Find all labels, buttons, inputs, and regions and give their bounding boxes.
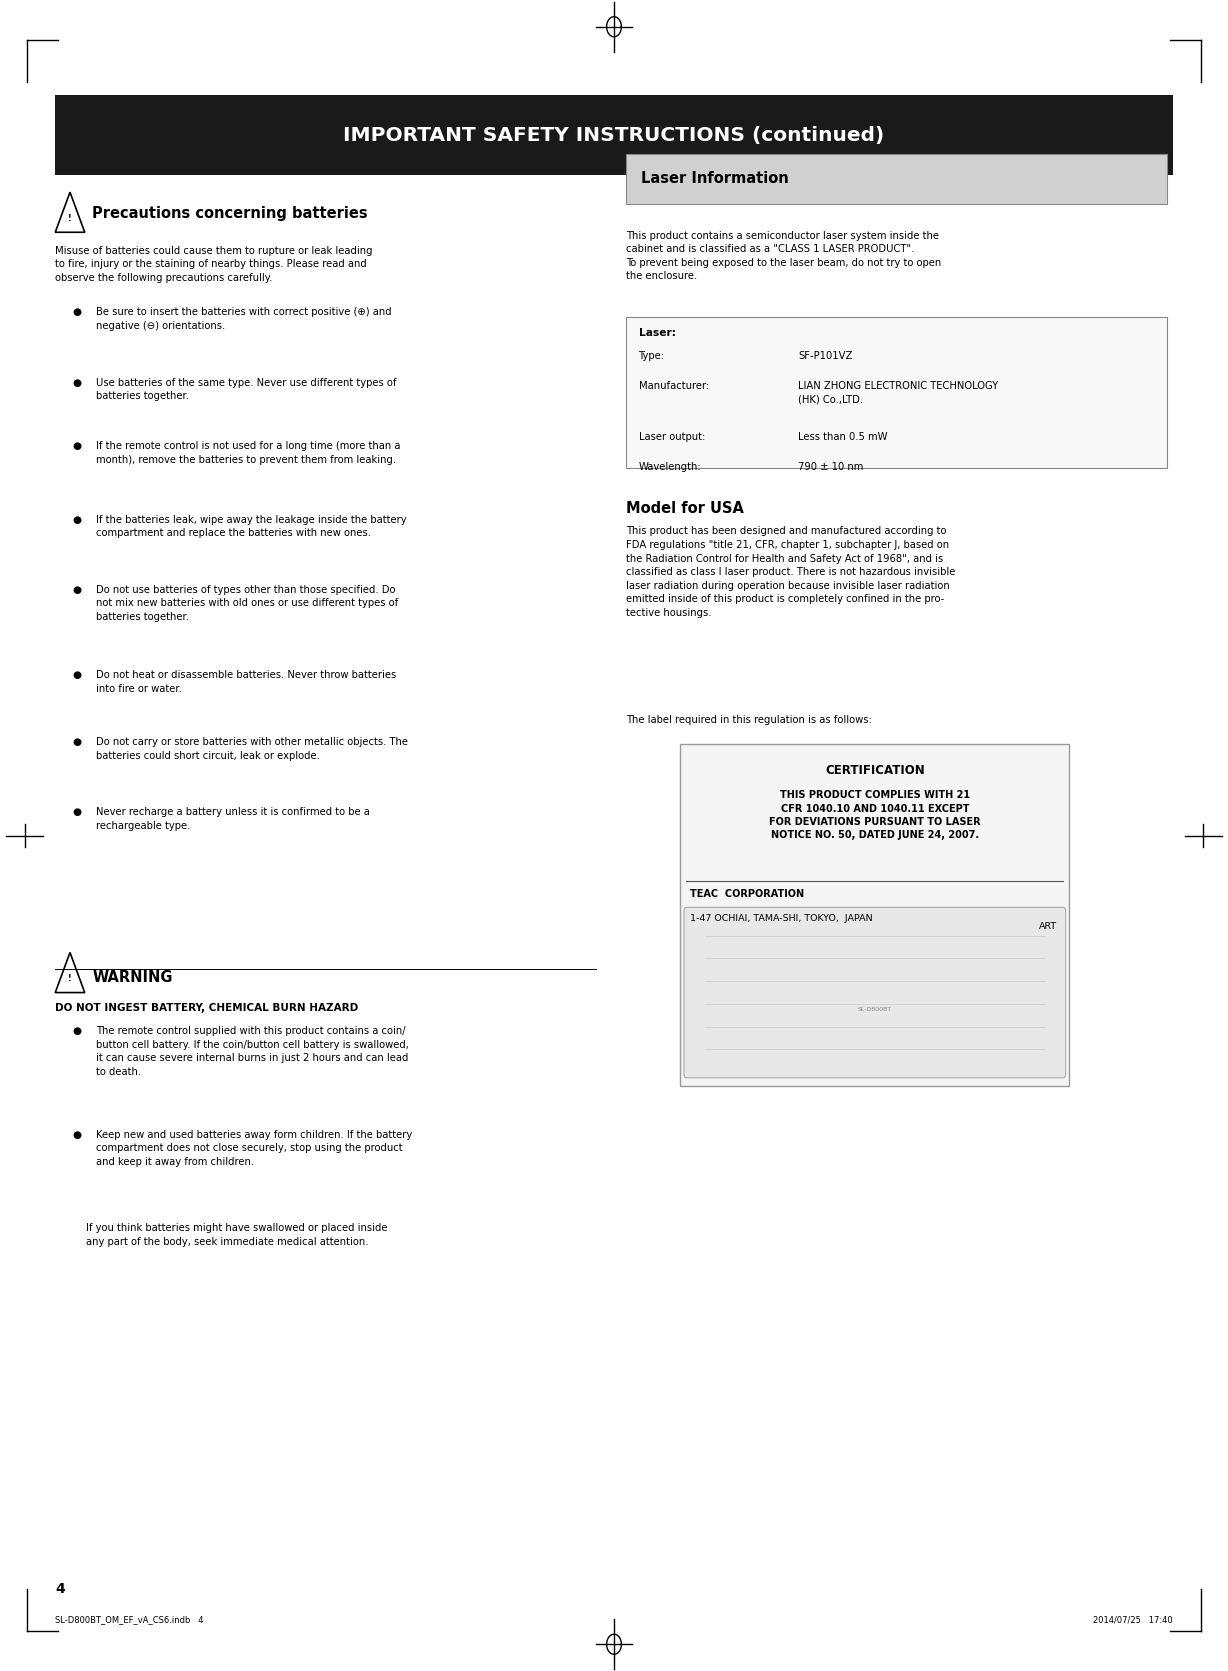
- FancyBboxPatch shape: [626, 317, 1167, 468]
- Text: SL-D800BT: SL-D800BT: [858, 1008, 892, 1011]
- Text: ●: ●: [72, 737, 82, 747]
- FancyBboxPatch shape: [680, 744, 1070, 1086]
- Text: !: !: [69, 974, 71, 983]
- Text: If the batteries leak, wipe away the leakage inside the battery
compartment and : If the batteries leak, wipe away the lea…: [96, 515, 406, 538]
- Text: ●: ●: [72, 585, 82, 595]
- Text: The label required in this regulation is as follows:: The label required in this regulation is…: [626, 715, 872, 725]
- Text: Misuse of batteries could cause them to rupture or leak leading
to fire, injury : Misuse of batteries could cause them to …: [55, 246, 373, 282]
- Text: 2014/07/25   17:40: 2014/07/25 17:40: [1093, 1616, 1173, 1624]
- Text: Be sure to insert the batteries with correct positive (⊕) and
negative (⊖) orien: Be sure to insert the batteries with cor…: [96, 307, 392, 331]
- Text: Do not use batteries of types other than those specified. Do
not mix new batteri: Do not use batteries of types other than…: [96, 585, 398, 622]
- Text: ●: ●: [72, 441, 82, 451]
- FancyBboxPatch shape: [684, 907, 1066, 1078]
- Text: ART: ART: [1039, 922, 1057, 931]
- Text: THIS PRODUCT COMPLIES WITH 21
CFR 1040.10 AND 1040.11 EXCEPT
FOR DEVIATIONS PURS: THIS PRODUCT COMPLIES WITH 21 CFR 1040.1…: [769, 790, 981, 841]
- Text: ●: ●: [72, 307, 82, 317]
- Text: LIAN ZHONG ELECTRONIC TECHNOLOGY
(HK) Co.,LTD.: LIAN ZHONG ELECTRONIC TECHNOLOGY (HK) Co…: [798, 381, 998, 404]
- Text: This product has been designed and manufactured according to
FDA regulations "ti: This product has been designed and manuf…: [626, 526, 955, 618]
- Text: SF-P101VZ: SF-P101VZ: [798, 351, 852, 361]
- Text: Do not carry or store batteries with other metallic objects. The
batteries could: Do not carry or store batteries with oth…: [96, 737, 408, 760]
- Text: Laser:: Laser:: [639, 328, 675, 338]
- Text: Do not heat or disassemble batteries. Never throw batteries
into fire or water.: Do not heat or disassemble batteries. Ne…: [96, 670, 397, 693]
- Text: WARNING: WARNING: [92, 971, 173, 984]
- Text: Laser Information: Laser Information: [641, 172, 788, 185]
- Text: Model for USA: Model for USA: [626, 501, 744, 516]
- Text: 1-47 OCHIAI, TAMA-SHI, TOKYO,  JAPAN: 1-47 OCHIAI, TAMA-SHI, TOKYO, JAPAN: [690, 914, 873, 922]
- FancyBboxPatch shape: [626, 154, 1167, 204]
- Text: SL-D800BT_OM_EF_vA_CS6.indb   4: SL-D800BT_OM_EF_vA_CS6.indb 4: [55, 1616, 204, 1624]
- Text: 4: 4: [55, 1582, 65, 1596]
- Text: CERTIFICATION: CERTIFICATION: [825, 764, 925, 777]
- FancyBboxPatch shape: [55, 95, 1173, 175]
- Text: ●: ●: [72, 1026, 82, 1036]
- Text: ●: ●: [72, 807, 82, 817]
- Text: Use batteries of the same type. Never use different types of
batteries together.: Use batteries of the same type. Never us…: [96, 378, 397, 401]
- Text: Manufacturer:: Manufacturer:: [639, 381, 709, 391]
- Text: ●: ●: [72, 515, 82, 525]
- Text: TEAC  CORPORATION: TEAC CORPORATION: [690, 889, 804, 899]
- Text: IMPORTANT SAFETY INSTRUCTIONS (continued): IMPORTANT SAFETY INSTRUCTIONS (continued…: [344, 125, 884, 145]
- Text: The remote control supplied with this product contains a coin/
button cell batte: The remote control supplied with this pr…: [96, 1026, 409, 1076]
- Text: Laser output:: Laser output:: [639, 433, 705, 443]
- Text: ●: ●: [72, 378, 82, 388]
- Text: DO NOT INGEST BATTERY, CHEMICAL BURN HAZARD: DO NOT INGEST BATTERY, CHEMICAL BURN HAZ…: [55, 1003, 359, 1013]
- Text: Type:: Type:: [639, 351, 664, 361]
- Text: Precautions concerning batteries: Precautions concerning batteries: [92, 207, 367, 221]
- Text: Never recharge a battery unless it is confirmed to be a
rechargeable type.: Never recharge a battery unless it is co…: [96, 807, 370, 830]
- Text: Wavelength:: Wavelength:: [639, 463, 701, 473]
- Text: If you think batteries might have swallowed or placed inside
any part of the bod: If you think batteries might have swallo…: [86, 1223, 388, 1247]
- Text: Less than 0.5 mW: Less than 0.5 mW: [798, 433, 888, 443]
- Text: This product contains a semiconductor laser system inside the
cabinet and is cla: This product contains a semiconductor la…: [626, 231, 942, 281]
- Text: If the remote control is not used for a long time (more than a
month), remove th: If the remote control is not used for a …: [96, 441, 400, 465]
- Text: 790 ± 10 nm: 790 ± 10 nm: [798, 463, 863, 473]
- Text: ●: ●: [72, 670, 82, 680]
- Text: ●: ●: [72, 1130, 82, 1140]
- Text: !: !: [69, 214, 71, 222]
- Text: Keep new and used batteries away form children. If the battery
compartment does : Keep new and used batteries away form ch…: [96, 1130, 413, 1166]
